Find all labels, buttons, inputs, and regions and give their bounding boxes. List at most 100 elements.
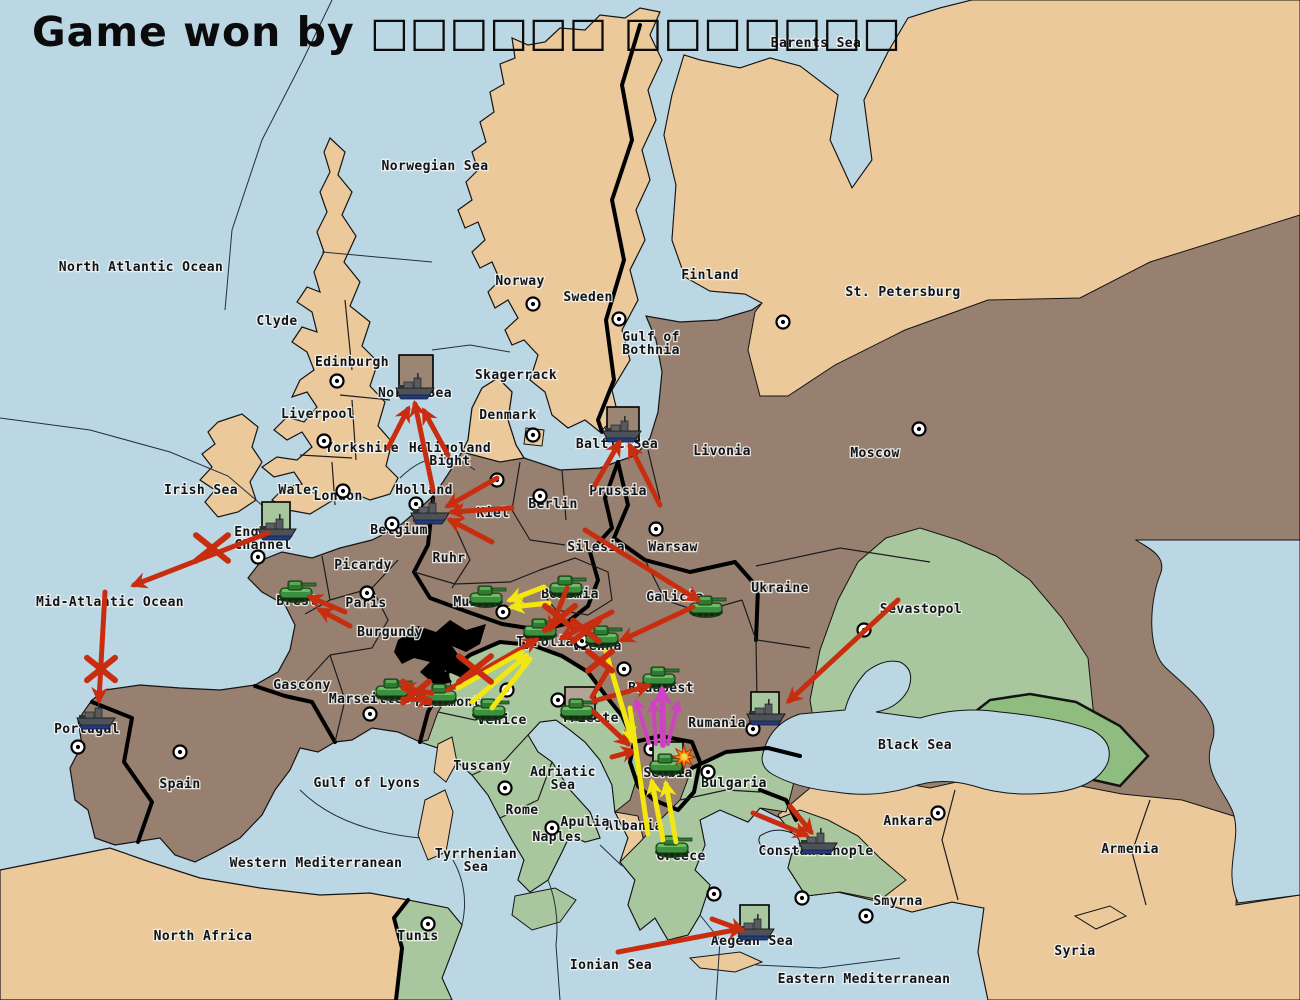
supply-center-dot	[420, 916, 436, 932]
region-north-russia	[663, 0, 1300, 397]
territory-label: Skagerrack	[475, 368, 557, 383]
cross-stroke	[84, 654, 118, 684]
supply-center-dot	[362, 706, 378, 722]
territory-label: Liverpool	[281, 407, 355, 422]
order-arrow-red	[787, 803, 814, 836]
supply-center-dot	[525, 427, 541, 443]
supply-center-dot	[616, 661, 632, 677]
order-arrow-red	[447, 502, 515, 520]
territory-label: Black Sea	[878, 738, 952, 753]
order-arrow-red	[385, 405, 411, 451]
territory-label: Holland	[395, 483, 453, 498]
supply-center-dot	[611, 311, 627, 327]
territory-label: Gulf of Bothnia	[622, 330, 680, 358]
supply-center-dot	[359, 585, 375, 601]
island-sardinia	[417, 789, 454, 861]
region-great-britain	[260, 136, 399, 515]
supply-center-dot	[329, 373, 345, 389]
island-crete	[688, 951, 764, 973]
cross-stroke	[400, 678, 432, 706]
territory-label: Norway	[495, 274, 544, 289]
cross-stroke	[585, 648, 615, 674]
bounce-cross	[542, 603, 578, 633]
supply-center-dot	[495, 604, 511, 620]
cross-stroke	[456, 653, 494, 685]
territory-label: Tuscany	[453, 759, 511, 774]
order-arrow-red	[591, 681, 653, 704]
territory-label: Tunis	[397, 929, 438, 944]
territory-label: Naples	[532, 830, 581, 845]
supply-center-dot	[532, 488, 548, 504]
territory-label: Ukraine	[751, 581, 809, 596]
supply-center-dot	[525, 296, 541, 312]
bounce-cross	[193, 532, 231, 564]
territory-label: North Atlantic Ocean	[59, 260, 224, 275]
territory-label: Armenia	[1101, 842, 1159, 857]
territory-label: Tyrrhenian Sea	[435, 847, 517, 875]
order-arrow-red	[444, 475, 500, 509]
supply-center-dot	[648, 521, 664, 537]
order-arrow-red	[627, 442, 663, 508]
territory-label: Warsaw	[648, 540, 697, 555]
order-arrow-yellow	[507, 597, 552, 615]
territory-label: Bulgaria	[701, 776, 767, 791]
territory-label: Gascony	[273, 678, 331, 693]
supply-center-dot	[316, 433, 332, 449]
cross-stroke	[193, 532, 231, 564]
territory-label: Norwegian Sea	[382, 159, 489, 174]
territory-label: Smyrna	[873, 894, 922, 909]
bounce-cross	[84, 654, 118, 684]
territory-label: Apulia	[560, 815, 609, 830]
sea-of-marmara	[758, 829, 801, 856]
bounce-cross	[570, 617, 602, 645]
territory-label: Picardy	[334, 558, 392, 573]
territory-label: Prussia	[589, 484, 647, 499]
order-arrow-red	[609, 746, 639, 763]
territory-label: Albania	[605, 819, 663, 834]
territory-label: Rome	[506, 803, 539, 818]
cross-stroke	[542, 603, 578, 633]
supply-center-dot	[172, 744, 188, 760]
supply-center-dot	[250, 549, 266, 565]
territory-label: Finland	[681, 268, 739, 283]
bounce-cross	[456, 653, 494, 685]
territory-label: Burgundy	[357, 625, 423, 640]
territory-label: Belgium	[370, 523, 428, 538]
cross-stroke	[570, 617, 602, 645]
switzerland-blackout	[394, 620, 486, 686]
order-arrow-yellow	[469, 653, 530, 705]
sea-boundary-lines	[0, 0, 901, 1000]
black-sea	[761, 660, 1110, 795]
order-arrow-red	[582, 527, 702, 603]
island-corsica	[433, 736, 458, 783]
order-arrow-magenta	[652, 684, 673, 748]
territory-label: Ruhr	[433, 551, 466, 566]
order-arrow-red	[316, 607, 353, 629]
territory-label: Ankara	[883, 814, 932, 829]
order-arrow-red	[618, 604, 696, 643]
territory-label: Gulf of Lyons	[314, 776, 421, 791]
territory-label: Ionian Sea	[570, 958, 652, 973]
territory-label: Yorkshire	[325, 441, 399, 456]
territory-label: Spain	[159, 777, 200, 792]
order-arrow-red	[558, 609, 615, 641]
supply-center-dot	[775, 314, 791, 330]
bounce-cross	[585, 648, 615, 674]
territory-label: St. Petersburg	[845, 285, 960, 300]
island-cyprus	[1073, 905, 1128, 930]
territory-label: Heligoland Bight	[409, 441, 491, 469]
territory-label: Livonia	[693, 444, 751, 459]
order-arrow-red	[91, 589, 109, 705]
explosion-core	[680, 753, 688, 761]
territory-label: North Africa	[154, 929, 253, 944]
territory-label: Sevastopol	[880, 602, 962, 617]
order-arrow-red	[592, 439, 622, 488]
order-arrow-red	[421, 407, 451, 458]
supply-center-dot	[335, 483, 351, 499]
order-arrow-red	[709, 916, 746, 934]
territory-label: Edinburgh	[315, 355, 389, 370]
caspian-sea	[1134, 539, 1300, 904]
page-title: Game won by □□□□□□ □□□□□□□	[32, 8, 902, 56]
supply-center-dot	[550, 692, 566, 708]
